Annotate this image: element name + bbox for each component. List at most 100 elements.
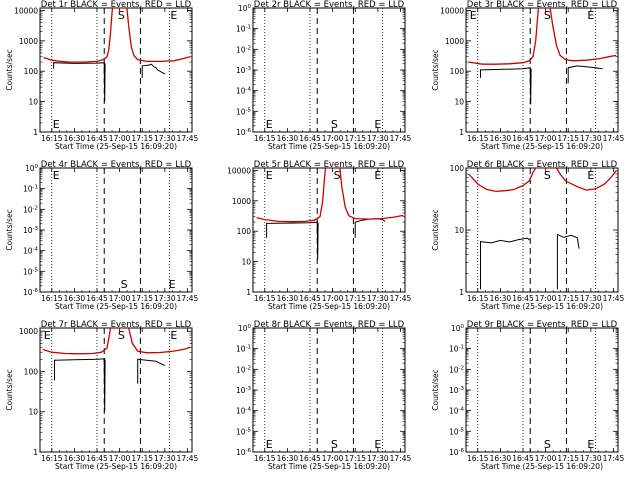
- x-tick-label: 17:30: [367, 134, 389, 143]
- lld-series-line: [256, 168, 404, 223]
- x-tick-label: 17:15: [344, 134, 366, 143]
- x-tick-label: 16:15: [41, 454, 63, 463]
- chart-title: Det 7r BLACK = Events, RED = LLD: [41, 320, 192, 330]
- marker-label-E: E: [266, 118, 273, 131]
- y-tick-label: 10-4: [236, 87, 252, 96]
- chart-title: Det 8r BLACK = Events, RED = LLD: [254, 320, 405, 330]
- y-tick-label: 10-3: [23, 226, 39, 235]
- y-axis-label: Counts/sec: [5, 49, 14, 90]
- x-axis-label: Start Time (25-Sep-15 16:09:20): [268, 302, 390, 311]
- y-tick-label: 10-6: [449, 448, 465, 457]
- x-tick-label: 17:45: [177, 294, 199, 303]
- x-tick-label: 16:30: [64, 134, 86, 143]
- marker-label-S: S: [118, 329, 125, 342]
- x-tick-label: 17:15: [344, 294, 366, 303]
- marker-label-S: S: [331, 438, 338, 451]
- x-tick-label: 16:15: [467, 134, 489, 143]
- marker-label-E: E: [266, 169, 273, 182]
- y-tick-label: 10-1: [449, 345, 464, 354]
- x-tick-label: 17:00: [322, 454, 344, 463]
- y-tick-label: 10-3: [449, 386, 465, 395]
- marker-label-E: E: [53, 118, 60, 131]
- x-tick-label: 16:30: [490, 294, 512, 303]
- marker-label-E: E: [266, 438, 273, 451]
- x-tick-label: 17:00: [322, 134, 344, 143]
- marker-label-S: S: [544, 9, 551, 22]
- y-tick-label: 100: [451, 324, 465, 333]
- x-axis-label: Start Time (25-Sep-15 16:09:20): [268, 462, 390, 471]
- y-tick-label: 10: [28, 98, 38, 107]
- events-series-line: [567, 65, 603, 84]
- x-tick-label: 17:30: [580, 294, 602, 303]
- marker-label-S: S: [331, 118, 338, 131]
- x-tick-label: 17:30: [580, 454, 602, 463]
- y-tick-label: 10: [454, 98, 464, 107]
- x-tick-label: 17:45: [390, 294, 412, 303]
- x-tick-label: 17:45: [177, 134, 199, 143]
- y-tick-label: 10-4: [236, 407, 252, 416]
- x-tick-label: 16:15: [41, 134, 63, 143]
- lld-series-line: [468, 168, 617, 193]
- x-tick-label: 16:15: [41, 294, 63, 303]
- x-tick-label: 16:30: [277, 454, 299, 463]
- y-tick-label: 10000: [14, 6, 38, 15]
- marker-label-S: S: [544, 438, 551, 451]
- x-tick-label: 17:30: [367, 294, 389, 303]
- x-tick-label: 16:45: [299, 134, 321, 143]
- x-tick-label: 17:00: [109, 134, 131, 143]
- x-tick-label: 17:00: [535, 454, 557, 463]
- x-axis-label: Start Time (25-Sep-15 16:09:20): [481, 462, 603, 471]
- x-axis-label: Start Time (25-Sep-15 16:09:20): [268, 142, 390, 151]
- x-tick-label: 16:30: [490, 454, 512, 463]
- y-axis-label: Counts/sec: [5, 209, 14, 250]
- x-axis-label: Start Time (25-Sep-15 16:09:20): [481, 142, 603, 151]
- x-axis-label: Start Time (25-Sep-15 16:09:20): [55, 302, 177, 311]
- marker-label-E: E: [374, 438, 381, 451]
- marker-label-E: E: [470, 9, 477, 22]
- y-tick-label: 1: [459, 288, 464, 297]
- y-tick-label: 1: [246, 288, 251, 297]
- events-series-line: [266, 221, 319, 260]
- x-tick-label: 16:45: [512, 134, 534, 143]
- y-axis-label: Counts/sec: [5, 369, 14, 410]
- y-tick-label: 10-2: [449, 365, 464, 374]
- events-series-line: [137, 358, 166, 384]
- x-tick-label: 17:30: [367, 454, 389, 463]
- y-tick-label: 10-6: [236, 128, 252, 137]
- x-tick-label: 16:30: [64, 454, 86, 463]
- x-tick-label: 17:15: [131, 454, 153, 463]
- x-tick-label: 16:45: [86, 454, 108, 463]
- y-tick-label: 10-1: [236, 25, 251, 34]
- marker-label-E: E: [374, 169, 381, 182]
- y-tick-label: 10-6: [23, 288, 39, 297]
- y-tick-label: 10-4: [23, 247, 39, 256]
- x-tick-label: 16:15: [467, 454, 489, 463]
- x-tick-label: 17:00: [535, 134, 557, 143]
- marker-label-S: S: [121, 278, 128, 291]
- y-tick-label: 10000: [227, 166, 251, 175]
- chart-title: Det 2r BLACK = Events, RED = LLD: [254, 0, 405, 10]
- marker-label-E: E: [170, 9, 177, 22]
- y-tick-label: 100: [238, 324, 252, 333]
- y-tick-label: 1: [459, 128, 464, 137]
- y-tick-label: 100: [450, 164, 465, 173]
- y-tick-label: 10-4: [449, 407, 465, 416]
- x-tick-label: 16:45: [299, 454, 321, 463]
- x-tick-label: 16:45: [86, 294, 108, 303]
- marker-label-E: E: [587, 9, 594, 22]
- marker-label-E: E: [170, 329, 177, 342]
- y-tick-label: 100: [238, 4, 252, 13]
- chart-title: Det 6r BLACK = Events, RED = LLD: [467, 160, 618, 170]
- y-tick-label: 10-3: [236, 386, 252, 395]
- y-tick-label: 10: [454, 226, 464, 235]
- events-series-line: [480, 237, 530, 290]
- y-axis-label: Counts/sec: [431, 209, 440, 250]
- x-tick-label: 16:30: [277, 294, 299, 303]
- y-tick-label: 100: [25, 164, 39, 173]
- y-tick-label: 10-2: [236, 45, 251, 54]
- x-tick-label: 17:15: [557, 454, 579, 463]
- x-tick-label: 16:30: [277, 134, 299, 143]
- events-series-line: [480, 67, 532, 105]
